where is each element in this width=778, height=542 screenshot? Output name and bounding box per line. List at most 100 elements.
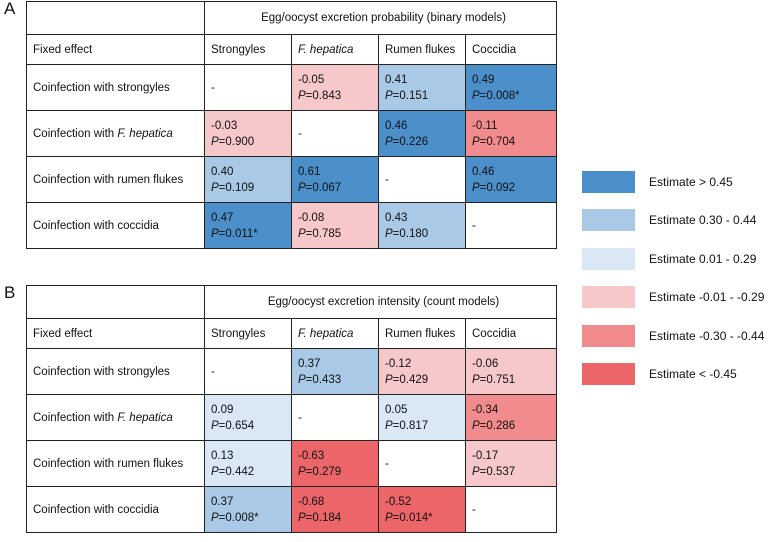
estimate-cell: -0.03 P=0.900 — [204, 110, 292, 157]
p-letter: P — [298, 511, 306, 524]
row-label-text: Coinfection with — [33, 127, 118, 140]
estimate-value: - — [472, 219, 476, 232]
estimate-cell: -0.08 P=0.785 — [291, 202, 379, 249]
p-value: P=0.654 — [211, 418, 291, 434]
estimate-value: - — [211, 365, 215, 378]
p-value-text: =0.843 — [305, 89, 342, 102]
estimate-value: -0.52 — [385, 495, 412, 508]
row-label-italic: F. hepatica — [117, 127, 173, 140]
p-value: P=0.226 — [385, 134, 465, 150]
legend-swatch — [582, 286, 635, 308]
estimate-cell: -0.52 P=0.014* — [378, 486, 466, 533]
estimate-value: 0.61 — [298, 165, 321, 178]
column-header: Strongyles — [204, 34, 292, 65]
p-value-text: =0.537 — [479, 465, 516, 478]
estimate-value: -0.34 — [472, 403, 499, 416]
p-value: P=0.184 — [298, 510, 378, 526]
column-header: Rumen flukes — [378, 34, 466, 65]
p-value: P=0.092 — [472, 180, 556, 196]
estimate-cell: - — [204, 64, 292, 111]
estimate-cell: - — [378, 440, 466, 487]
p-value-text: =0.180 — [392, 227, 429, 240]
estimate-cell: -0.63 P=0.279 — [291, 440, 379, 487]
row-label-text: Coinfection with strongyles — [33, 81, 170, 94]
p-value: P=0.429 — [385, 372, 465, 388]
p-letter: P — [298, 89, 306, 102]
row-label: Coinfection with coccidia — [26, 202, 205, 249]
estimate-cell: 0.09 P=0.654 — [204, 394, 292, 441]
estimate-value: -0.08 — [298, 211, 325, 224]
estimate-cell: -0.68 P=0.184 — [291, 486, 379, 533]
table-title: Egg/oocyst excretion intensity (count mo… — [203, 285, 558, 319]
legend-item: Estimate -0.01 - -0.29 — [582, 286, 764, 308]
row-label-italic: F. hepatica — [117, 411, 173, 424]
legend-label: Estimate 0.01 - 0.29 — [649, 252, 757, 266]
p-value-text: =0.226 — [392, 135, 429, 148]
p-value-text: =0.279 — [305, 465, 342, 478]
estimate-value: -0.63 — [298, 449, 325, 462]
estimate-value: - — [211, 81, 215, 94]
p-letter: P — [472, 419, 480, 432]
p-letter: P — [385, 135, 393, 148]
estimate-value: 0.13 — [211, 449, 234, 462]
column-header: Rumen flukes — [378, 318, 466, 349]
p-value-text: =0.900 — [218, 135, 255, 148]
estimate-value: 0.49 — [472, 73, 495, 86]
p-letter: P — [298, 181, 306, 194]
estimate-cell: - — [465, 202, 557, 249]
p-value: P=0.014* — [385, 510, 465, 526]
estimate-cell: - — [204, 348, 292, 395]
table-row: Coinfection with F. hepatica 0.09 P=0.654-… — [26, 394, 558, 441]
estimate-cell: -0.05 P=0.843 — [291, 64, 379, 111]
p-value: P=0.785 — [298, 226, 378, 242]
column-header: Strongyles — [204, 318, 292, 349]
panel-b-table: Egg/oocyst excretion intensity (count mo… — [26, 285, 558, 533]
column-header-row: Fixed effect Strongyles F. hepatica Rumen f… — [26, 318, 558, 349]
p-letter: P — [385, 89, 393, 102]
estimate-value: -0.11 — [472, 119, 498, 132]
panel-b-letter: B — [4, 283, 16, 302]
estimate-value: 0.40 — [211, 165, 234, 178]
table-row: Coinfection with rumen flukes 0.13 P=0.442… — [26, 440, 558, 487]
p-value-text: =0.785 — [305, 227, 342, 240]
p-letter: P — [472, 373, 480, 386]
estimate-cell: - — [464, 486, 558, 533]
p-value: P=0.151 — [385, 88, 465, 104]
estimate-cell: - — [291, 394, 379, 441]
row-label: Coinfection with coccidia — [26, 486, 205, 533]
p-letter: P — [385, 419, 393, 432]
row-label: Coinfection with F. hepatica — [26, 394, 205, 441]
p-value: P=0.817 — [385, 418, 465, 434]
estimate-value: - — [472, 503, 476, 516]
estimate-value: 0.46 — [472, 165, 495, 178]
p-value-text: =0.817 — [392, 419, 429, 432]
p-value: P=0.011* — [211, 226, 291, 242]
table-row: Coinfection with coccidia 0.37 P=0.008* -0.… — [26, 486, 558, 533]
p-letter: P — [472, 135, 480, 148]
estimate-value: 0.43 — [385, 211, 408, 224]
estimate-value: 0.09 — [211, 403, 234, 416]
estimate-value: - — [298, 411, 302, 424]
p-value: P=0.843 — [298, 88, 378, 104]
p-letter: P — [472, 89, 480, 102]
p-value: P=0.279 — [298, 464, 378, 480]
row-label: Coinfection with strongyles — [26, 64, 205, 111]
legend-swatch — [582, 209, 635, 231]
row-label-text: Coinfection with coccidia — [33, 503, 159, 516]
estimate-value: - — [385, 457, 389, 470]
p-value-text: =0.286 — [479, 419, 516, 432]
estimate-cell: -0.11 P=0.704 — [465, 110, 557, 157]
row-label-text: Coinfection with strongyles — [33, 365, 170, 378]
row-label-text: Coinfection with rumen flukes — [33, 457, 184, 470]
p-value: P=0.008* — [472, 88, 556, 104]
p-value-text: =0.092 — [479, 181, 516, 194]
p-value: P=0.286 — [472, 418, 556, 434]
estimate-cell: 0.46 P=0.092 — [465, 156, 557, 203]
p-value: P=0.442 — [211, 464, 291, 480]
p-value-text: =0.014* — [392, 511, 433, 524]
fixed-effect-header: Fixed effect — [26, 318, 205, 349]
estimate-cell: 0.41 P=0.151 — [378, 64, 466, 111]
legend-label: Estimate < -0.45 — [649, 367, 737, 381]
p-value-text: =0.751 — [479, 373, 516, 386]
row-label: Coinfection with rumen flukes — [26, 156, 205, 203]
